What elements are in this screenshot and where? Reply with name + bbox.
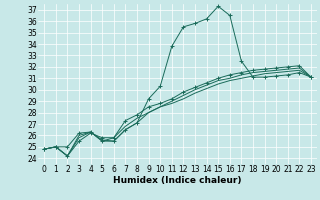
X-axis label: Humidex (Indice chaleur): Humidex (Indice chaleur) [113,176,242,185]
